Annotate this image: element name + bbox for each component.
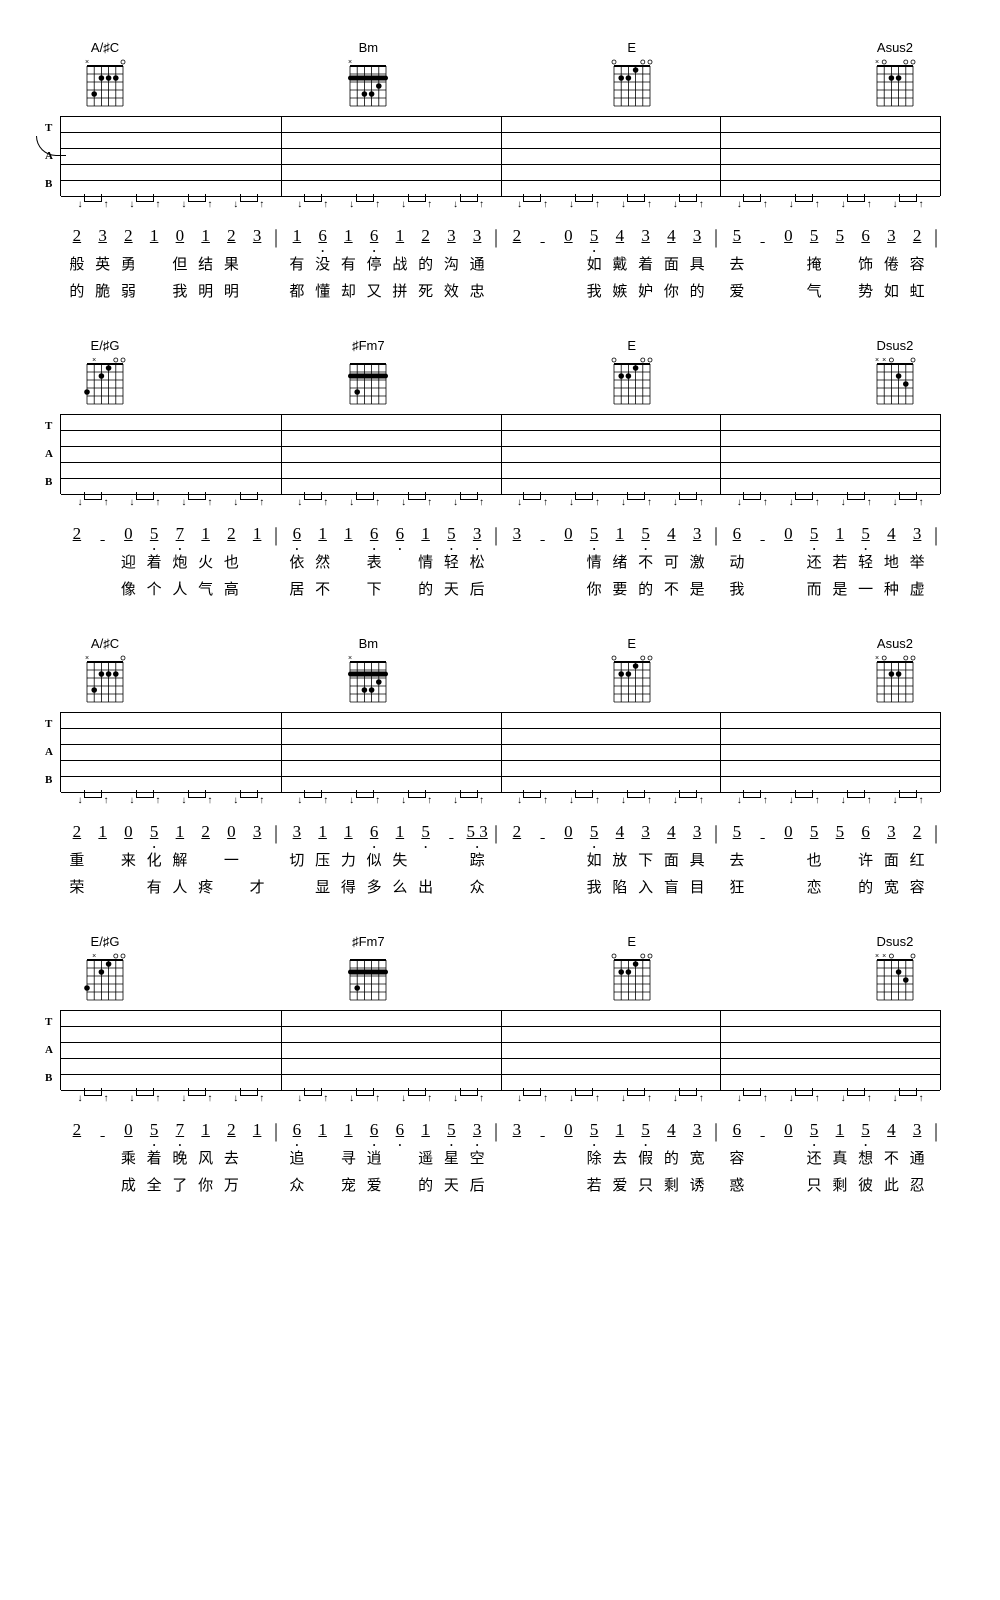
notation-row: 2 057121|61166153|3 051543|6 051543| — [60, 1120, 940, 1143]
music-system-1: E/♯G×♯Fm7EDsus2××TAB↓↑↓↑↓↑↓↑↓↑↓↑↓↑↓↑↓↑↓↑… — [60, 338, 940, 601]
chord-Asus2: Asus2 × — [865, 40, 925, 112]
lyric-row-2: 的脆弱 我明明 都懂却又拼死效忠 我嫉妒你的 爱 气 势如虹 — [60, 280, 940, 303]
chord-name: E/♯G — [91, 338, 120, 354]
chord-name: Asus2 — [877, 636, 913, 652]
lyric-row-1: 重 来化解 一 切压力似失 踪 如放下面具 去 也 许面红 — [60, 849, 940, 872]
svg-text:×: × — [882, 953, 886, 960]
music-system-3: E/♯G×♯Fm7EDsus2××TAB↓↑↓↑↓↑↓↑↓↑↓↑↓↑↓↑↓↑↓↑… — [60, 934, 940, 1197]
chord-Asus2: Asus2 × — [865, 636, 925, 708]
chord-E: E — [602, 338, 662, 410]
tab-staff: TAB↓↑↓↑↓↑↓↑↓↑↓↑↓↑↓↑↓↑↓↑↓↑↓↑↓↑↓↑↓↑↓↑ — [60, 414, 940, 494]
chord-name: A/♯C — [91, 636, 119, 652]
music-system-0: A/♯C×Bm×EAsus2×TAB↓↑↓↑↓↑↓↑↓↑↓↑↓↑↓↑↓↑↓↑↓↑… — [60, 40, 940, 303]
sheet-music-content: A/♯C×Bm×EAsus2×TAB↓↑↓↑↓↑↓↑↓↑↓↑↓↑↓↑↓↑↓↑↓↑… — [60, 40, 940, 1197]
tab-staff: TAB↓↑↓↑↓↑↓↑↓↑↓↑↓↑↓↑↓↑↓↑↓↑↓↑↓↑↓↑↓↑↓↑ — [60, 1010, 940, 1090]
chord-name: ♯Fm7 — [352, 338, 385, 354]
chord-Bm: Bm × — [338, 636, 398, 708]
chord-E: E — [602, 40, 662, 112]
chord-name: Asus2 — [877, 40, 913, 56]
svg-text:×: × — [92, 953, 96, 960]
chord-E/♯G: E/♯G × — [75, 338, 135, 410]
chord-A/♯C: A/♯C× — [75, 636, 135, 708]
svg-text:×: × — [92, 357, 96, 364]
lyric-row-1: 迎着炮火也 依然 表 情轻松 情绪不可激 动 还若轻地举 — [60, 551, 940, 574]
chord-E/♯G: E/♯G × — [75, 934, 135, 1006]
svg-text:×: × — [348, 59, 352, 66]
chord-Dsus2: Dsus2 ×× — [865, 338, 925, 410]
chord-name: E — [627, 934, 636, 950]
chord-A/♯C: A/♯C× — [75, 40, 135, 112]
chord-♯Fm7: ♯Fm7 — [338, 934, 398, 1006]
chord-name: E/♯G — [91, 934, 120, 950]
lyric-row-2: 成全了你万 众 宠爱 的天后 若爱只剩诱 惑 只剩彼此忍 — [60, 1174, 940, 1197]
svg-text:×: × — [85, 655, 89, 662]
chord-row: E/♯G×♯Fm7EDsus2×× — [60, 934, 940, 1006]
chord-♯Fm7: ♯Fm7 — [338, 338, 398, 410]
svg-text:×: × — [875, 655, 879, 662]
svg-text:×: × — [875, 357, 879, 364]
chord-Dsus2: Dsus2 ×× — [865, 934, 925, 1006]
chord-row: E/♯G×♯Fm7EDsus2×× — [60, 338, 940, 410]
chord-name: Dsus2 — [877, 934, 914, 950]
svg-text:×: × — [875, 59, 879, 66]
svg-text:×: × — [882, 357, 886, 364]
chord-name: E — [627, 40, 636, 56]
chord-Bm: Bm × — [338, 40, 398, 112]
lyric-row-2: 荣 有人疼 才 显得多么出 众 我陷入盲目 狂 恋 的宽容 — [60, 876, 940, 899]
notation-row: 23210123|16161233|2 054343|5 055632| — [60, 226, 940, 249]
chord-E: E — [602, 934, 662, 1006]
chord-row: A/♯C×Bm×EAsus2× — [60, 40, 940, 112]
chord-name: A/♯C — [91, 40, 119, 56]
svg-text:×: × — [85, 59, 89, 66]
chord-name: Dsus2 — [877, 338, 914, 354]
chord-row: A/♯C×Bm×EAsus2× — [60, 636, 940, 708]
notation-row: 2 057121|61166153|3 051543|6 051543| — [60, 524, 940, 547]
lyric-row-1: 般英勇 但结果 有没有停战的沟通 如戴着面具 去 掩 饰倦容 — [60, 253, 940, 276]
chord-name: E — [627, 636, 636, 652]
tab-staff: TAB↓↑↓↑↓↑↓↑↓↑↓↑↓↑↓↑↓↑↓↑↓↑↓↑↓↑↓↑↓↑↓↑ — [60, 712, 940, 792]
lyric-row-1: 乘着晚风去 追 寻逍 遥星空 除去假的宽 容 还真想不通 — [60, 1147, 940, 1170]
music-system-2: A/♯C×Bm×EAsus2×TAB↓↑↓↑↓↑↓↑↓↑↓↑↓↑↓↑↓↑↓↑↓↑… — [60, 636, 940, 899]
svg-text:×: × — [348, 655, 352, 662]
chord-name: Bm — [359, 40, 379, 56]
chord-name: ♯Fm7 — [352, 934, 385, 950]
lyric-row-2: 像个人气高 居不 下 的天后 你要的不是 我 而是一种虚 — [60, 578, 940, 601]
chord-name: E — [627, 338, 636, 354]
notation-row: 21051203|311615 5 3|2 054343|5 055632| — [60, 822, 940, 845]
svg-text:×: × — [875, 953, 879, 960]
tab-staff: TAB↓↑↓↑↓↑↓↑↓↑↓↑↓↑↓↑↓↑↓↑↓↑↓↑↓↑↓↑↓↑↓↑ — [60, 116, 940, 196]
chord-E: E — [602, 636, 662, 708]
chord-name: Bm — [359, 636, 379, 652]
